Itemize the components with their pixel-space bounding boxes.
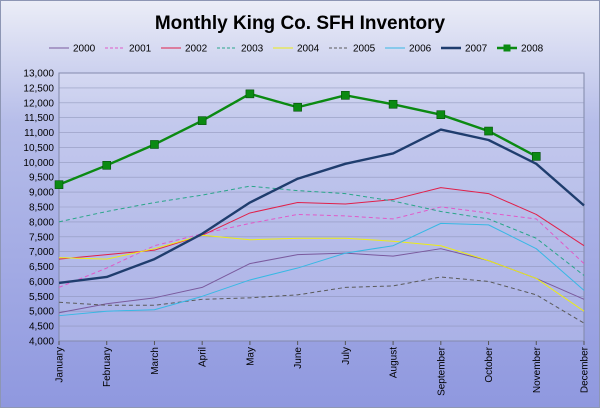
y-tick-label: 4,500 [29, 322, 54, 333]
data-point-2008 [245, 89, 255, 99]
y-tick-label: 11,500 [24, 113, 54, 124]
data-point-2008 [150, 140, 159, 149]
legend-label-2003: 2003 [241, 44, 264, 55]
data-point-2008 [436, 110, 446, 119]
legend-label-2004: 2004 [297, 44, 320, 55]
legend-label-2002: 2002 [185, 44, 208, 55]
legend-label-2006: 2006 [409, 44, 432, 55]
y-tick-label: 4,000 [29, 337, 54, 348]
y-tick-label: 12,500 [23, 83, 54, 94]
y-tick-label: 9,000 [29, 188, 54, 199]
chart-title: Monthly King Co. SFH Inventory [155, 13, 446, 34]
x-tick-label: April [198, 347, 209, 367]
y-tick-label: 6,500 [29, 262, 54, 273]
x-axis-ticks: January February March April May June July Augu… [55, 341, 591, 396]
y-tick-label: 5,000 [29, 307, 54, 318]
y-axis-ticks: 4,000 4,500 5,000 5,500 6,000 6,500 7,000 7,500… [23, 69, 54, 348]
y-tick-label: 5,500 [29, 292, 54, 303]
x-tick-label: July [341, 347, 352, 365]
y-tick-label: 7,000 [29, 247, 54, 258]
data-point-2008 [531, 152, 541, 161]
y-tick-label: 11,000 [24, 128, 54, 139]
y-tick-label: 9,500 [29, 173, 54, 184]
series-line-2003 [58, 185, 585, 276]
legend-label-2001: 2001 [129, 44, 152, 55]
x-tick-label: June [293, 347, 304, 369]
x-tick-label: March [150, 347, 161, 375]
data-point-2008 [197, 116, 207, 125]
series-line-2001 [58, 206, 585, 288]
y-tick-label: 12,000 [23, 98, 54, 109]
x-tick-label: May [245, 347, 256, 366]
series-line-2006 [58, 222, 585, 317]
legend-label-2008: 2008 [521, 44, 544, 55]
series-line-2005 [58, 276, 585, 324]
x-tick-label: August [389, 347, 400, 378]
legend-label-2000: 2000 [73, 44, 96, 55]
y-tick-label: 13,000 [23, 69, 54, 80]
data-point-2008 [293, 102, 302, 112]
x-tick-label: September [436, 346, 447, 396]
y-tick-label: 8,500 [29, 203, 54, 214]
x-tick-label: November [532, 346, 543, 393]
data-point-2008 [102, 161, 112, 170]
x-tick-label: February [102, 347, 113, 387]
legend: 2000 2001 2002 2003 2004 2005 2006 2007 2008 [49, 44, 544, 55]
series-line-2007 [58, 128, 585, 285]
series-lines [54, 89, 585, 324]
series-line-2004 [58, 234, 585, 312]
data-point-2008 [484, 126, 493, 136]
y-tick-label: 10,500 [23, 143, 54, 154]
data-point-2008 [341, 91, 350, 100]
data-point-2008 [54, 180, 64, 189]
x-tick-label: December [580, 346, 591, 393]
legend-marker-2008 [503, 44, 511, 52]
x-tick-label: January [55, 347, 66, 383]
x-tick-label: October [484, 346, 495, 382]
y-tick-label: 7,500 [29, 232, 54, 243]
y-tick-label: 10,000 [23, 158, 54, 169]
y-tick-label: 6,000 [29, 277, 54, 288]
y-tick-label: 8,000 [29, 217, 54, 228]
legend-label-2007: 2007 [465, 44, 488, 55]
data-point-2008 [388, 99, 398, 109]
legend-label-2005: 2005 [353, 44, 376, 55]
